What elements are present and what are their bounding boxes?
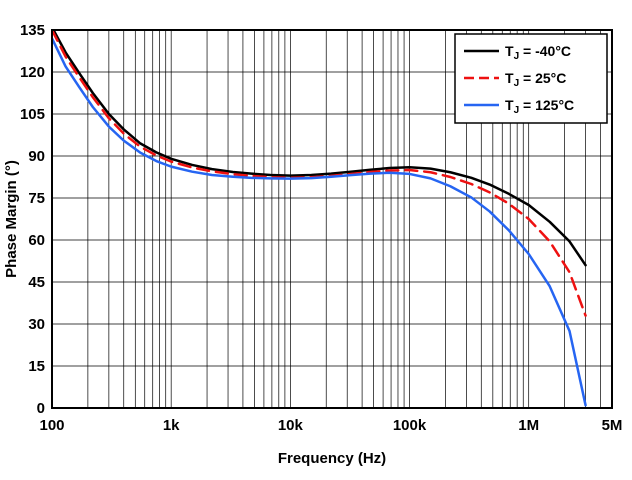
y-tick-labels: 0 15 30 45 60 75 90 105 120 135 [20, 22, 45, 417]
y-tick-label: 105 [20, 106, 45, 123]
y-tick-label: 15 [28, 358, 45, 375]
y-axis-label: Phase Margin (°) [3, 160, 20, 278]
x-tick-label: 1k [163, 417, 180, 434]
series-line-2 [52, 37, 587, 407]
x-tick-label: 5M [602, 417, 623, 434]
y-tick-label: 90 [28, 148, 45, 165]
y-tick-label: 135 [20, 22, 45, 39]
y-tick-label: 75 [28, 190, 45, 207]
legend-label: TJ = -40°C [505, 43, 571, 62]
x-axis-label: Frequency (Hz) [278, 450, 386, 467]
x-tick-labels: 100 1k 10k 100k 1M 5M [39, 417, 622, 434]
legend-label: TJ = 125°C [505, 97, 574, 116]
legend-label: TJ = 25°C [505, 70, 566, 89]
y-tick-label: 45 [28, 274, 45, 291]
series-line-0 [52, 30, 587, 267]
x-tick-label: 100 [39, 417, 64, 434]
y-tick-label: 30 [28, 316, 45, 333]
y-tick-label: 120 [20, 64, 45, 81]
x-tick-label: 10k [278, 417, 304, 434]
y-tick-label: 60 [28, 232, 45, 249]
y-tick-label: 0 [37, 400, 45, 417]
x-tick-label: 100k [393, 417, 427, 434]
plot-border [51, 29, 613, 409]
legend: TJ = -40°C TJ = 25°C TJ = 125°C [454, 33, 608, 124]
series-group [52, 30, 587, 407]
x-tick-label: 1M [518, 417, 539, 434]
